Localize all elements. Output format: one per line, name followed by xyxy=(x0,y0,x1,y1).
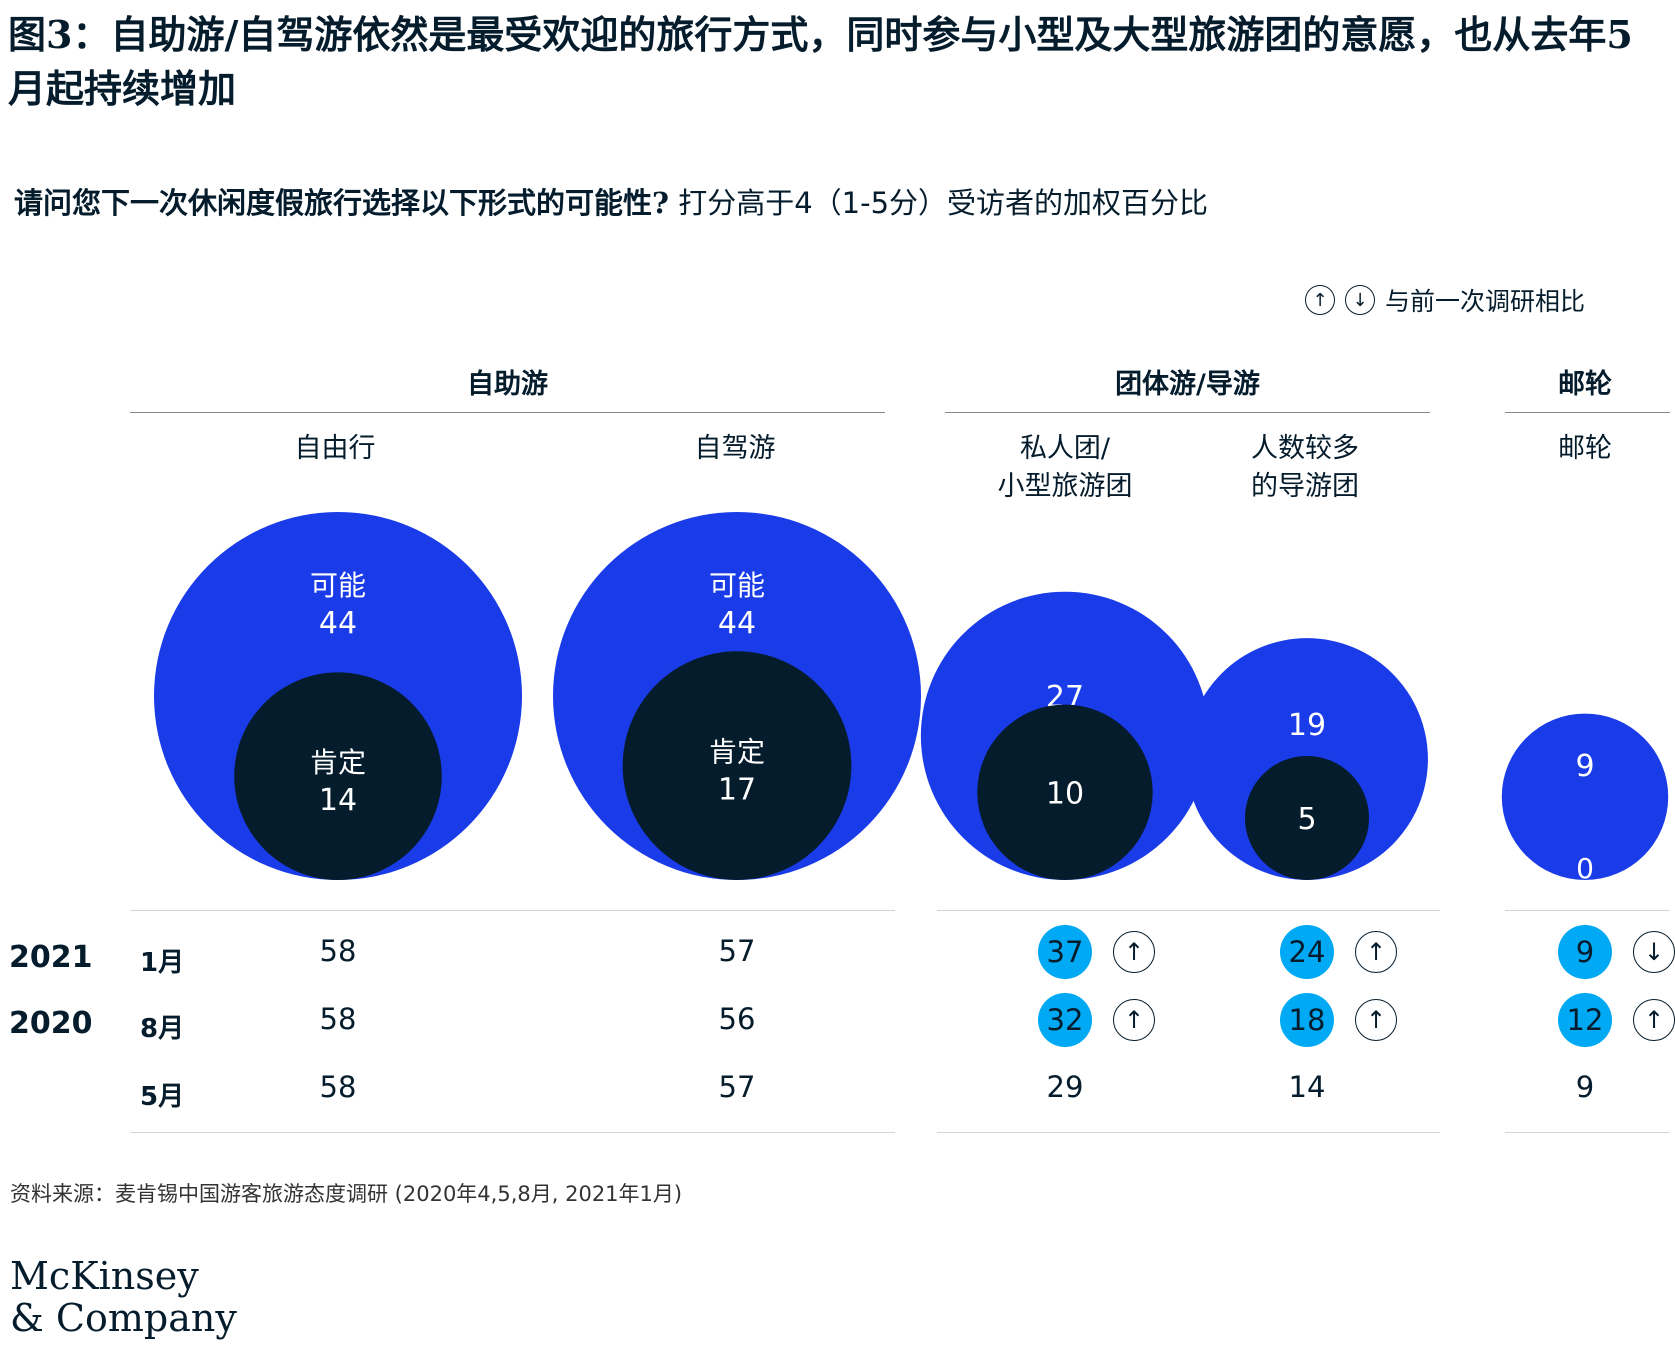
chart-subtitle: 请问您下一次休闲度假旅行选择以下形式的可能性? 打分高于4（1-5分）受访者的加… xyxy=(14,180,1208,222)
category-label-small-tour-line1: 私人团/ xyxy=(1019,433,1111,464)
table-cell-aug2020: 18 xyxy=(1280,993,1334,1047)
row-month-may: 5月 xyxy=(140,1082,185,1112)
category-label-large-tour: 人数较多 的导游团 xyxy=(1205,430,1405,506)
table-bottom-rule-group-tour xyxy=(937,1132,1440,1133)
table-cell-aug2020: 56 xyxy=(718,1002,756,1036)
table-cell-may2020: 58 xyxy=(319,1070,357,1104)
category-label-large-tour-line1: 人数较多 xyxy=(1251,433,1359,464)
table-cell-jan2021: 37 xyxy=(1038,925,1092,979)
table-cell-jan2021: 57 xyxy=(718,934,756,968)
table-cell-aug2020: 58 xyxy=(319,1002,357,1036)
group-rule-cruise xyxy=(1505,412,1670,413)
subtitle-note: 打分高于4（1-5分）受访者的加权百分比 xyxy=(669,186,1209,220)
bubble-likely xyxy=(1501,713,1669,881)
row-year-2020: 2020 xyxy=(9,1006,93,1041)
bubble-definite xyxy=(1244,755,1370,881)
table-cell-aug2020: 12 xyxy=(1558,993,1612,1047)
table-cell-jan2021: 58 xyxy=(319,934,357,968)
table-cell-may2020: 14 xyxy=(1288,1070,1326,1104)
bubble-definite-label: 肯定 xyxy=(310,746,366,779)
mckinsey-logo: McKinsey & Company xyxy=(10,1255,237,1339)
bubble-definite xyxy=(622,651,852,880)
group-rule-group-tour xyxy=(945,412,1430,413)
table-cell-jan2021: 9 xyxy=(1558,925,1612,979)
bubble-likely-label: 可能 xyxy=(310,569,366,602)
arrow-up-icon: ↑ xyxy=(1305,285,1335,315)
table-top-rule-group-tour xyxy=(937,910,1440,911)
legend: ↑ ↓ 与前一次调研相比 xyxy=(1305,282,1585,318)
source-note: 资料来源：麦肯锡中国游客旅游态度调研 (2020年4,5,8月, 2021年1月… xyxy=(10,1182,683,1206)
group-rule-self-guided xyxy=(130,412,885,413)
table-cell-aug2020: 32 xyxy=(1038,993,1092,1047)
category-label-large-tour-line2: 的导游团 xyxy=(1251,471,1359,502)
arrow-up-icon: ↑ xyxy=(1113,931,1155,973)
bubble-definite-label: 肯定 xyxy=(709,736,765,769)
table-cell-jan2021: 24 xyxy=(1280,925,1334,979)
category-label-small-tour: 私人团/ 小型旅游团 xyxy=(965,430,1165,506)
bubble-definite-value: 10 xyxy=(1046,776,1084,811)
arrow-down-icon: ↓ xyxy=(1345,285,1375,315)
bubble-likely-value: 44 xyxy=(718,606,756,641)
bubble-definite-value: 0 xyxy=(1576,852,1594,885)
arrow-up-icon: ↑ xyxy=(1113,999,1155,1041)
table-bottom-rule-cruise xyxy=(1505,1132,1670,1133)
bubble-definite-value: 5 xyxy=(1297,802,1316,837)
arrow-up-icon: ↑ xyxy=(1633,999,1675,1041)
category-label-independent: 自由行 xyxy=(294,433,376,464)
table-top-rule-cruise xyxy=(1505,910,1670,911)
bubble-definite xyxy=(234,672,442,881)
table-bottom-rule-self-guided xyxy=(130,1132,895,1133)
arrow-down-icon: ↓ xyxy=(1633,931,1675,973)
bubble-likely-value: 9 xyxy=(1575,749,1594,784)
bubble-definite-value: 17 xyxy=(718,773,756,808)
group-header-group-tour: 团体游/导游 xyxy=(1115,369,1260,400)
table-cell-may2020: 9 xyxy=(1575,1070,1595,1104)
row-month-aug: 8月 xyxy=(140,1014,185,1044)
category-label-self-drive: 自驾游 xyxy=(694,433,776,464)
group-header-cruise: 邮轮 xyxy=(1558,369,1612,400)
logo-line2: & Company xyxy=(10,1296,237,1340)
bubble-likely-value: 44 xyxy=(319,606,357,641)
table-cell-may2020: 29 xyxy=(1046,1070,1084,1104)
category-label-cruise: 邮轮 xyxy=(1558,433,1612,464)
bubble-likely-label: 可能 xyxy=(709,569,765,602)
chart-title: 图3：自助游/自驾游依然是最受欢迎的旅行方式，同时参与小型及大型旅游团的意愿，也… xyxy=(8,12,1633,111)
group-header-self-guided: 自助游 xyxy=(467,369,548,400)
bubble-definite xyxy=(977,704,1153,880)
bubble-likely-value: 19 xyxy=(1288,708,1326,743)
table-top-rule-self-guided xyxy=(130,910,895,911)
legend-label: 与前一次调研相比 xyxy=(1385,287,1586,316)
row-year-2021: 2021 xyxy=(9,940,93,975)
subtitle-question: 请问您下一次休闲度假旅行选择以下形式的可能性? xyxy=(14,186,669,220)
row-month-jan: 1月 xyxy=(140,948,185,978)
bubble-definite-value: 14 xyxy=(319,783,357,818)
category-label-small-tour-line2: 小型旅游团 xyxy=(997,471,1133,502)
arrow-up-icon: ↑ xyxy=(1355,931,1397,973)
table-cell-may2020: 57 xyxy=(718,1070,756,1104)
logo-line1: McKinsey xyxy=(10,1254,199,1298)
arrow-up-icon: ↑ xyxy=(1355,999,1397,1041)
